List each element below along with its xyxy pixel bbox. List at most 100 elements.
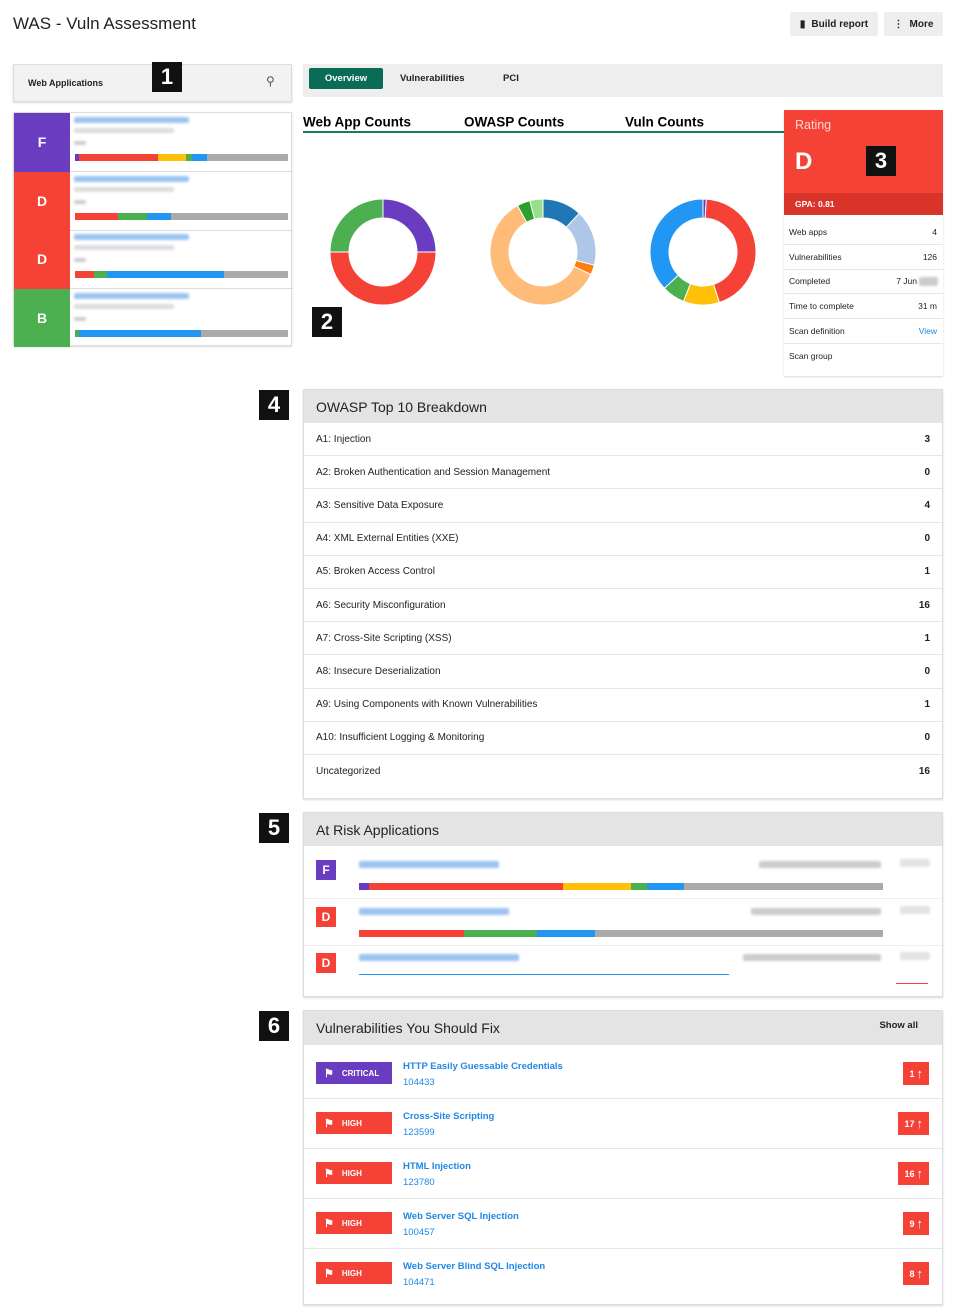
annotation-marker: 3 (866, 146, 896, 176)
severity-badge: ⚑ HIGH (316, 1112, 392, 1134)
up-arrow: ↑ (916, 1166, 924, 1181)
plugin-id: 100457 (403, 1227, 435, 1238)
owasp-label: Uncategorized (316, 766, 381, 778)
blurred-url (74, 292, 189, 299)
search-icon[interactable]: ⚲ (266, 74, 275, 88)
gpa: GPA: 0.81 (795, 199, 835, 209)
rating-label: Vulnerabilities (789, 251, 842, 262)
grade-badge: F (316, 860, 336, 880)
risk-segment (106, 271, 225, 278)
owasp-row: A6: Security Misconfiguration 16 (304, 589, 942, 623)
blurred-url (359, 861, 499, 868)
owasp-label: A9: Using Components with Known Vulnerab… (316, 699, 538, 711)
donut-segment (529, 198, 544, 220)
owasp-count: 3 (924, 433, 930, 445)
grade-badge: D (316, 953, 336, 973)
rating-label: Completed (789, 276, 831, 287)
vuln-name[interactable]: HTTP Easily Guessable Credentials (403, 1061, 563, 1072)
owasp-count: 1 (924, 566, 930, 578)
blurred-text (74, 141, 86, 145)
more-button[interactable]: ⋮ More (884, 12, 943, 36)
vuln-name[interactable]: HTML Injection (403, 1161, 471, 1172)
plugin-id: 123780 (403, 1177, 435, 1188)
owasp-count: 0 (924, 732, 930, 744)
blurred-url (74, 175, 189, 182)
count-badge: 17 ↑ (898, 1112, 929, 1135)
page-title: WAS - Vuln Assessment (13, 14, 196, 33)
row-divider (784, 244, 943, 245)
row-divider (304, 944, 942, 946)
show-all[interactable]: Show all (879, 1020, 918, 1031)
risk-segment (207, 154, 288, 161)
row-divider (70, 229, 293, 231)
rating-value[interactable]: View (918, 325, 937, 336)
blurred-url (359, 907, 509, 915)
risk-segment (359, 883, 370, 890)
action-icons (900, 859, 930, 867)
owasp-label: A10: Insufficient Logging & Monitoring (316, 732, 485, 744)
blurred-url (751, 907, 881, 915)
up-arrow: ↑ (916, 1116, 924, 1131)
tab[interactable]: PCI (503, 73, 519, 84)
owasp-row: A4: XML External Entities (XXE) 0 (304, 523, 942, 556)
row-divider (304, 1248, 942, 1249)
annotation-marker: 6 (259, 1011, 289, 1041)
severity: HIGH (341, 1118, 362, 1128)
risk-segment (359, 929, 464, 937)
rating-grade: D (795, 148, 813, 175)
rating-label: Time to complete (789, 301, 854, 312)
blurred-text (74, 186, 174, 192)
risk-segment (75, 329, 80, 337)
row-divider (70, 171, 293, 172)
rating-value: 126 (922, 251, 937, 262)
owasp-count: 0 (924, 533, 930, 545)
blurred-url (74, 117, 189, 123)
vuln-count: 9 (909, 1218, 915, 1229)
owasp-label: A2: Broken Authentication and Session Ma… (316, 466, 551, 478)
owasp-count: 4 (924, 499, 930, 511)
risk-segment (594, 929, 883, 937)
row-divider (784, 293, 943, 295)
owasp-row: Uncategorized 16 (304, 755, 942, 788)
vuln-count: 1 (909, 1068, 915, 1079)
donut-segment (704, 198, 757, 304)
tab[interactable]: Vulnerabilities (400, 73, 465, 84)
row-divider (304, 1148, 942, 1149)
row-divider (304, 1098, 942, 1099)
owasp-count: 1 (924, 699, 930, 711)
button-label: Build report (811, 18, 869, 30)
build-report-button[interactable]: ▮ Build report (790, 12, 878, 36)
rating-title: Rating (795, 118, 832, 132)
rating-value: 7 Jun (896, 276, 917, 287)
tab[interactable]: Overview (309, 68, 383, 89)
vuln-name[interactable]: Web Server SQL Injection (403, 1211, 519, 1222)
tab-bar: Overview Vulnerabilities PCI (303, 64, 943, 97)
risk-segment (170, 212, 288, 220)
severity: HIGH (341, 1268, 362, 1278)
risk-segment (158, 154, 186, 161)
blurred-url (759, 861, 881, 868)
count-badge: 16 ↑ (898, 1162, 929, 1185)
row-divider (784, 318, 943, 320)
grade-box: D (14, 230, 70, 289)
chart-title: Vuln Counts (625, 115, 704, 130)
vuln-name[interactable]: Cross-Site Scripting (403, 1111, 495, 1122)
vuln-name[interactable]: Web Server Blind SQL Injection (403, 1261, 546, 1272)
severity-badge: ⚑ HIGH (316, 1212, 392, 1234)
sidebar-title: Web Applications (28, 78, 104, 88)
partial-bar (896, 983, 928, 984)
rating-card: Rating D GPA: 0.81 Web apps 4 Vulnerabilities… (784, 110, 943, 376)
risk-segment (185, 154, 193, 161)
grade-box: F (14, 113, 70, 172)
row-divider (784, 342, 943, 344)
panel-title: OWASP Top 10 Breakdown (304, 390, 942, 423)
rating-value: 4 (932, 227, 937, 237)
blurred-text (74, 258, 86, 262)
risk-segment (224, 271, 288, 278)
owasp-count: 0 (924, 466, 930, 478)
owasp-row: A3: Sensitive Data Exposure 4 (304, 489, 942, 523)
donut-segment (489, 204, 592, 306)
blurred-url (74, 234, 189, 240)
